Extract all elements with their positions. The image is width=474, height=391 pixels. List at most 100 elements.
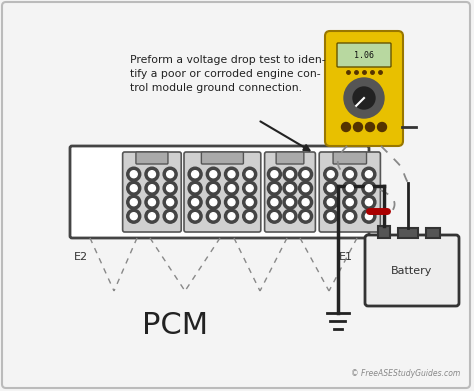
Circle shape: [130, 213, 137, 220]
Circle shape: [243, 195, 257, 209]
Circle shape: [127, 181, 141, 195]
Circle shape: [286, 199, 293, 206]
FancyBboxPatch shape: [70, 146, 369, 238]
Circle shape: [167, 213, 173, 220]
Circle shape: [362, 181, 376, 195]
Circle shape: [163, 181, 177, 195]
Circle shape: [283, 167, 297, 181]
Circle shape: [145, 167, 159, 181]
Circle shape: [286, 185, 293, 192]
Circle shape: [246, 171, 253, 178]
FancyBboxPatch shape: [365, 235, 459, 306]
Circle shape: [377, 122, 386, 131]
Circle shape: [327, 171, 334, 178]
FancyBboxPatch shape: [264, 152, 315, 232]
Circle shape: [188, 209, 202, 223]
Circle shape: [228, 199, 235, 206]
Circle shape: [206, 167, 220, 181]
Circle shape: [302, 199, 309, 206]
Text: E1: E1: [339, 252, 353, 262]
FancyBboxPatch shape: [184, 152, 261, 232]
FancyBboxPatch shape: [123, 152, 181, 232]
Circle shape: [362, 209, 376, 223]
Circle shape: [324, 181, 338, 195]
Circle shape: [327, 213, 334, 220]
Circle shape: [346, 199, 353, 206]
Circle shape: [206, 209, 220, 223]
FancyBboxPatch shape: [276, 152, 304, 164]
FancyBboxPatch shape: [201, 152, 244, 164]
Circle shape: [167, 185, 173, 192]
Circle shape: [324, 209, 338, 223]
Circle shape: [130, 185, 137, 192]
Circle shape: [324, 195, 338, 209]
Circle shape: [246, 185, 253, 192]
Circle shape: [354, 122, 363, 131]
Circle shape: [267, 167, 282, 181]
Circle shape: [206, 181, 220, 195]
Text: 1.06: 1.06: [354, 50, 374, 59]
Circle shape: [228, 185, 235, 192]
Circle shape: [188, 195, 202, 209]
Circle shape: [188, 167, 202, 181]
Circle shape: [243, 181, 257, 195]
Bar: [426, 228, 440, 238]
Circle shape: [267, 195, 282, 209]
Circle shape: [225, 167, 238, 181]
Circle shape: [130, 199, 137, 206]
Text: E2: E2: [74, 252, 88, 262]
Circle shape: [271, 213, 278, 220]
Circle shape: [127, 209, 141, 223]
Circle shape: [127, 195, 141, 209]
Circle shape: [145, 181, 159, 195]
Circle shape: [327, 185, 334, 192]
Circle shape: [327, 199, 334, 206]
Circle shape: [283, 195, 297, 209]
Circle shape: [188, 181, 202, 195]
Circle shape: [267, 209, 282, 223]
FancyBboxPatch shape: [337, 43, 391, 67]
Circle shape: [365, 185, 373, 192]
Circle shape: [191, 213, 199, 220]
Circle shape: [365, 171, 373, 178]
Text: PCM: PCM: [142, 311, 208, 340]
Circle shape: [206, 195, 220, 209]
Circle shape: [362, 195, 376, 209]
Circle shape: [299, 181, 312, 195]
Circle shape: [225, 195, 238, 209]
Circle shape: [210, 199, 217, 206]
Circle shape: [344, 78, 384, 118]
Circle shape: [343, 167, 357, 181]
Circle shape: [246, 213, 253, 220]
Text: Battery: Battery: [392, 265, 433, 276]
FancyBboxPatch shape: [2, 2, 470, 388]
Circle shape: [343, 195, 357, 209]
Circle shape: [191, 185, 199, 192]
Circle shape: [210, 185, 217, 192]
Circle shape: [299, 209, 312, 223]
Circle shape: [225, 209, 238, 223]
Circle shape: [346, 171, 353, 178]
FancyBboxPatch shape: [333, 152, 366, 164]
Text: © FreeASEStudyGuides.com: © FreeASEStudyGuides.com: [351, 369, 460, 378]
Circle shape: [283, 209, 297, 223]
Circle shape: [343, 209, 357, 223]
Circle shape: [283, 181, 297, 195]
Circle shape: [148, 213, 155, 220]
Circle shape: [299, 195, 312, 209]
Circle shape: [148, 185, 155, 192]
Circle shape: [167, 171, 173, 178]
Circle shape: [365, 213, 373, 220]
Circle shape: [346, 213, 353, 220]
Circle shape: [271, 185, 278, 192]
Circle shape: [341, 122, 350, 131]
Circle shape: [346, 185, 353, 192]
Circle shape: [246, 199, 253, 206]
Circle shape: [163, 167, 177, 181]
FancyBboxPatch shape: [319, 152, 381, 232]
Circle shape: [353, 87, 375, 109]
Circle shape: [163, 209, 177, 223]
Circle shape: [362, 167, 376, 181]
Circle shape: [365, 122, 374, 131]
Circle shape: [191, 199, 199, 206]
